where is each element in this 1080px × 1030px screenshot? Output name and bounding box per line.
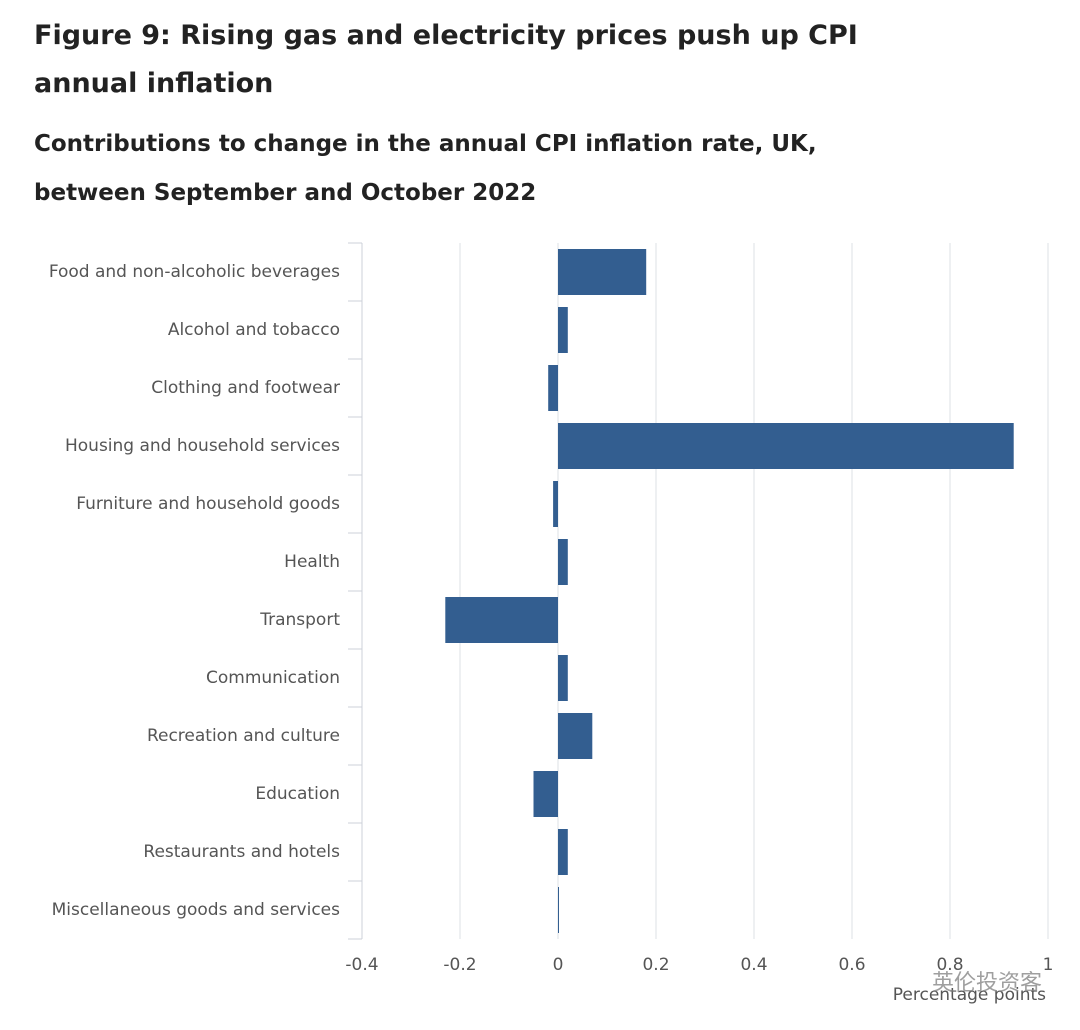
x-tick-label: 0.8 (936, 955, 963, 975)
x-tick-label: 0.6 (838, 955, 865, 975)
y-tick-label: Restaurants and hotels (143, 842, 340, 862)
y-tick-label: Miscellaneous goods and services (52, 900, 341, 920)
y-tick-label: Housing and household services (65, 436, 340, 456)
bar (558, 829, 568, 875)
bar (558, 307, 568, 353)
watermark: 英伦投资客 (932, 971, 1042, 996)
bar (558, 423, 1014, 469)
x-tick-label: 0 (553, 955, 564, 975)
y-tick-label: Alcohol and tobacco (168, 320, 340, 340)
bar (558, 655, 568, 701)
x-axis-label: Percentage points (893, 985, 1046, 1005)
bar (558, 539, 568, 585)
y-tick-label: Transport (259, 610, 340, 630)
y-tick-label: Recreation and culture (147, 726, 340, 746)
chart-title: Figure 9: Rising gas and electricity pri… (34, 20, 858, 99)
y-tick-label: Furniture and household goods (76, 494, 340, 514)
y-tick-label: Clothing and footwear (151, 378, 340, 398)
x-tick-label: 0.4 (740, 955, 767, 975)
x-tick-label: -0.4 (345, 955, 378, 975)
y-tick-label: Food and non-alcoholic beverages (49, 262, 340, 282)
bar (533, 771, 558, 817)
y-tick-label: Health (284, 552, 340, 572)
bar (548, 365, 558, 411)
x-tick-label: 1 (1043, 955, 1054, 975)
bar (445, 597, 558, 643)
y-tick-label: Communication (206, 668, 340, 688)
bar (558, 887, 559, 933)
y-tick-label: Education (255, 784, 340, 804)
bar (558, 249, 647, 295)
bar (558, 713, 593, 759)
chart-subtitle: Contributions to change in the annual CP… (34, 131, 817, 206)
bar (553, 481, 558, 527)
x-tick-label: 0.2 (642, 955, 669, 975)
x-tick-label: -0.2 (443, 955, 476, 975)
